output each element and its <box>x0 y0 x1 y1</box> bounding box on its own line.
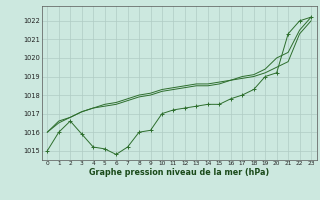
X-axis label: Graphe pression niveau de la mer (hPa): Graphe pression niveau de la mer (hPa) <box>89 168 269 177</box>
